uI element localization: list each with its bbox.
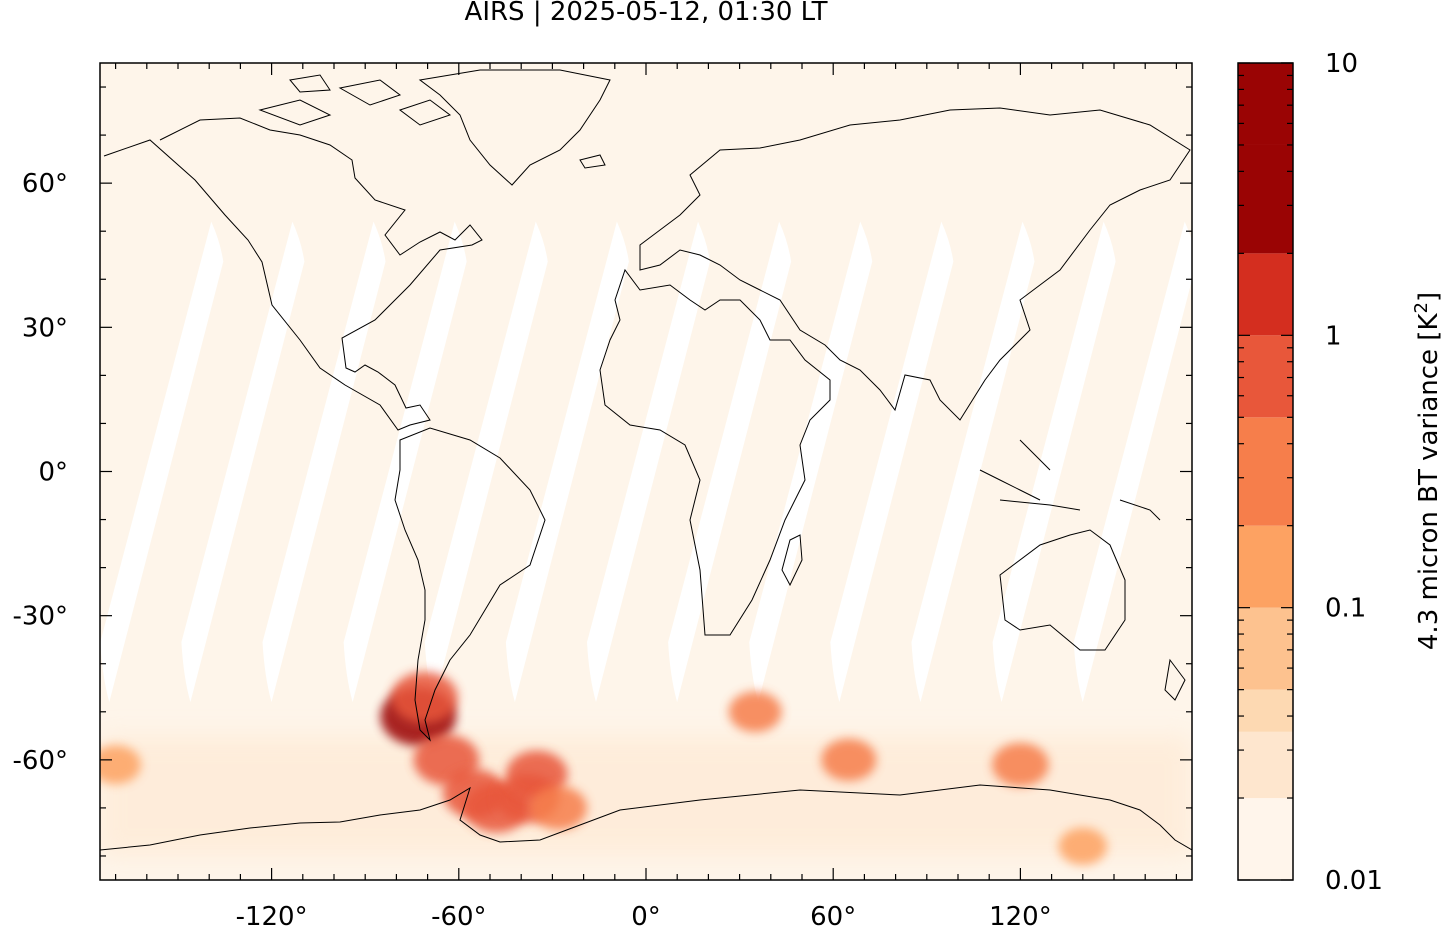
swath-gap [992,221,1116,703]
swath-gaps [100,221,1192,703]
variance-hotspot [530,786,588,830]
x-tick-label: 0° [631,902,661,930]
map-panel: -120° -60° 0° 60° 120° 60° 30° 0° -30° -60° [13,62,1193,930]
colorbar-segment [1238,607,1293,690]
swath-gap [424,221,548,703]
variance-hotspot [728,691,782,733]
x-tick-label: -120° [236,902,308,930]
variance-field [100,671,1192,865]
colorbar-tick-label: 10 [1325,49,1358,79]
colorbar-segments [1238,63,1293,880]
eurasia-africa-coastline [599,107,1191,636]
swath-gap [830,221,954,703]
colorbar-segment [1238,689,1293,732]
x-tick-label: 120° [989,902,1052,930]
y-tick-label: 0° [38,458,68,488]
colorbar-tick-labels: 10 1 0.1 0.01 [1325,49,1383,896]
y-tick-label: 60° [22,169,68,199]
swath-gap [749,221,873,703]
colorbar-segment [1238,731,1293,799]
x-tick-label: 60° [810,902,856,930]
map-ticks [100,63,1192,880]
swath-gap [262,221,386,703]
colorbar-segment [1238,144,1293,254]
colorbar-tick-label: 1 [1325,321,1342,351]
y-tick-label: -60° [13,746,68,776]
new-zealand-coastline [1164,658,1186,701]
swath-gap [505,221,629,703]
south-america-coastline [394,427,546,742]
swath-gap [587,221,710,703]
maritime-continent-coastline [979,439,1161,521]
colorbar-segment [1238,525,1293,608]
colorbar-frame [1237,62,1294,881]
x-tick-labels: -120° -60° 0° 60° 120° [236,902,1052,930]
variance-hotspot [391,671,458,724]
y-tick-label: -30° [13,602,68,632]
swath-gap [668,221,792,703]
colorbar-segment [1238,335,1293,418]
colorbar: 10 1 0.1 0.01 4.3 micron BT variance [K2] [1237,49,1442,896]
swath-gap [100,221,224,703]
antarctica-coastline [100,784,1192,851]
coastlines [100,69,1192,851]
swath-gap [181,221,305,703]
colorbar-segment [1238,63,1293,145]
arctic-islands-coastline [258,74,452,126]
colorbar-tick-label: 0.01 [1325,866,1383,896]
colorbar-segment [1238,253,1293,336]
greenland-coastline [418,69,611,186]
swath-gap [911,221,1035,703]
variance-hotspot [992,742,1049,787]
variance-hotspot [1058,827,1108,865]
y-tick-labels: 60° 30° 0° -30° -60° [13,169,68,776]
variance-hotspot [821,738,877,782]
north-america-coastline [103,117,483,431]
colorbar-segment [1238,798,1293,880]
colorbar-segment [1238,417,1293,526]
madagascar-coastline [781,534,803,587]
swath-gap [1073,221,1192,703]
colorbar-ticks [1238,62,1293,881]
chart-title: AIRS | 2025-05-12, 01:30 LT [464,0,828,27]
variance-hotspot [100,745,141,785]
y-tick-label: 30° [22,313,68,343]
x-tick-label: -60° [431,902,486,930]
colorbar-label: 4.3 micron BT variance [K2] [1411,292,1442,650]
colorbar-tick-label: 0.1 [1325,594,1366,624]
australia-coastline [999,529,1126,651]
swath-gap [343,221,467,703]
iceland-coastline [579,154,606,169]
variance-hotspot [506,750,568,798]
